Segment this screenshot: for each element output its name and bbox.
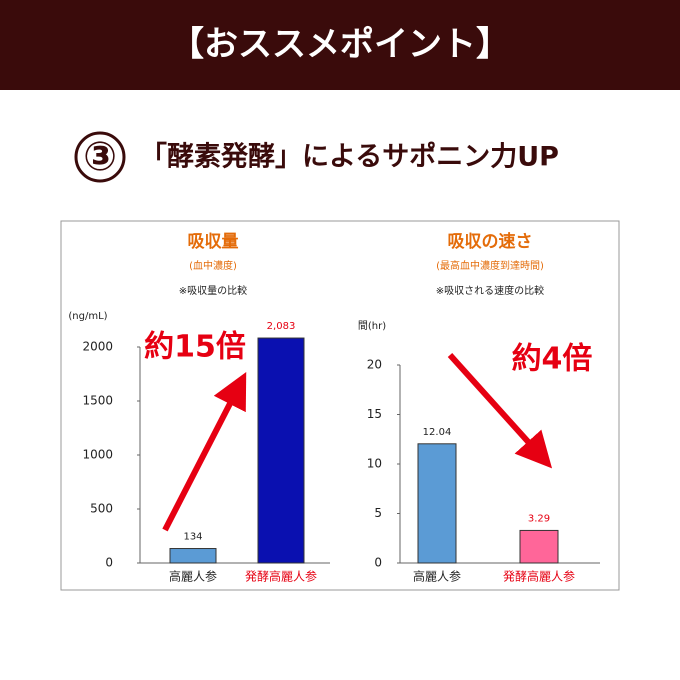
- value-label: 134: [183, 532, 202, 543]
- number-circle: [74, 131, 126, 183]
- headline-text: 「酵素発酵」によるサポニン力UP: [140, 141, 559, 173]
- y-axis-label: 間(hr): [358, 320, 386, 332]
- chart-frame: [60, 220, 620, 591]
- chart-note: ※吸収される速度の比較: [436, 284, 544, 297]
- y-tick-label: 0: [105, 556, 113, 570]
- y-tick-label: 5: [374, 506, 382, 520]
- x-tick-label: 高麗人参: [413, 569, 461, 584]
- bar: [519, 529, 559, 564]
- bar: [257, 337, 305, 564]
- x-tick-label: 発酵高麗人参: [245, 569, 317, 584]
- x-tick-label: 高麗人参: [169, 569, 217, 584]
- chart-subtitle: (最高血中濃度到達時間): [436, 259, 544, 272]
- y-tick-label: 15: [367, 407, 382, 421]
- annotation: 約15倍: [144, 330, 246, 365]
- headline-number: ③: [83, 134, 117, 180]
- value-label: 12.04: [423, 427, 452, 438]
- chart-note: ※吸収量の比較: [179, 284, 247, 297]
- header-title: 【おススメポイント】: [170, 25, 510, 65]
- chart-title: 吸収量: [188, 231, 239, 252]
- annotation: 約4倍: [512, 342, 593, 377]
- y-tick-label: 20: [367, 358, 382, 372]
- bar: [169, 548, 217, 564]
- y-tick-label: 1500: [82, 394, 113, 408]
- x-tick-label: 発酵高麗人参: [503, 569, 575, 584]
- arrow-up: [162, 371, 247, 532]
- value-label: 2,083: [267, 321, 296, 332]
- chart-subtitle: (血中濃度): [189, 259, 237, 272]
- y-tick-label: 0: [374, 556, 382, 570]
- y-tick-label: 2000: [82, 340, 113, 354]
- arrow-down: [447, 352, 553, 469]
- chart-title: 吸収の速さ: [448, 231, 533, 252]
- bar: [417, 443, 457, 564]
- y-tick-label: 1000: [82, 448, 113, 462]
- y-tick-label: 500: [90, 502, 113, 516]
- value-label: 3.29: [528, 513, 550, 524]
- header-band: [0, 0, 680, 90]
- y-axis-label: (ng/mL): [68, 311, 107, 322]
- y-tick-label: 10: [367, 457, 382, 471]
